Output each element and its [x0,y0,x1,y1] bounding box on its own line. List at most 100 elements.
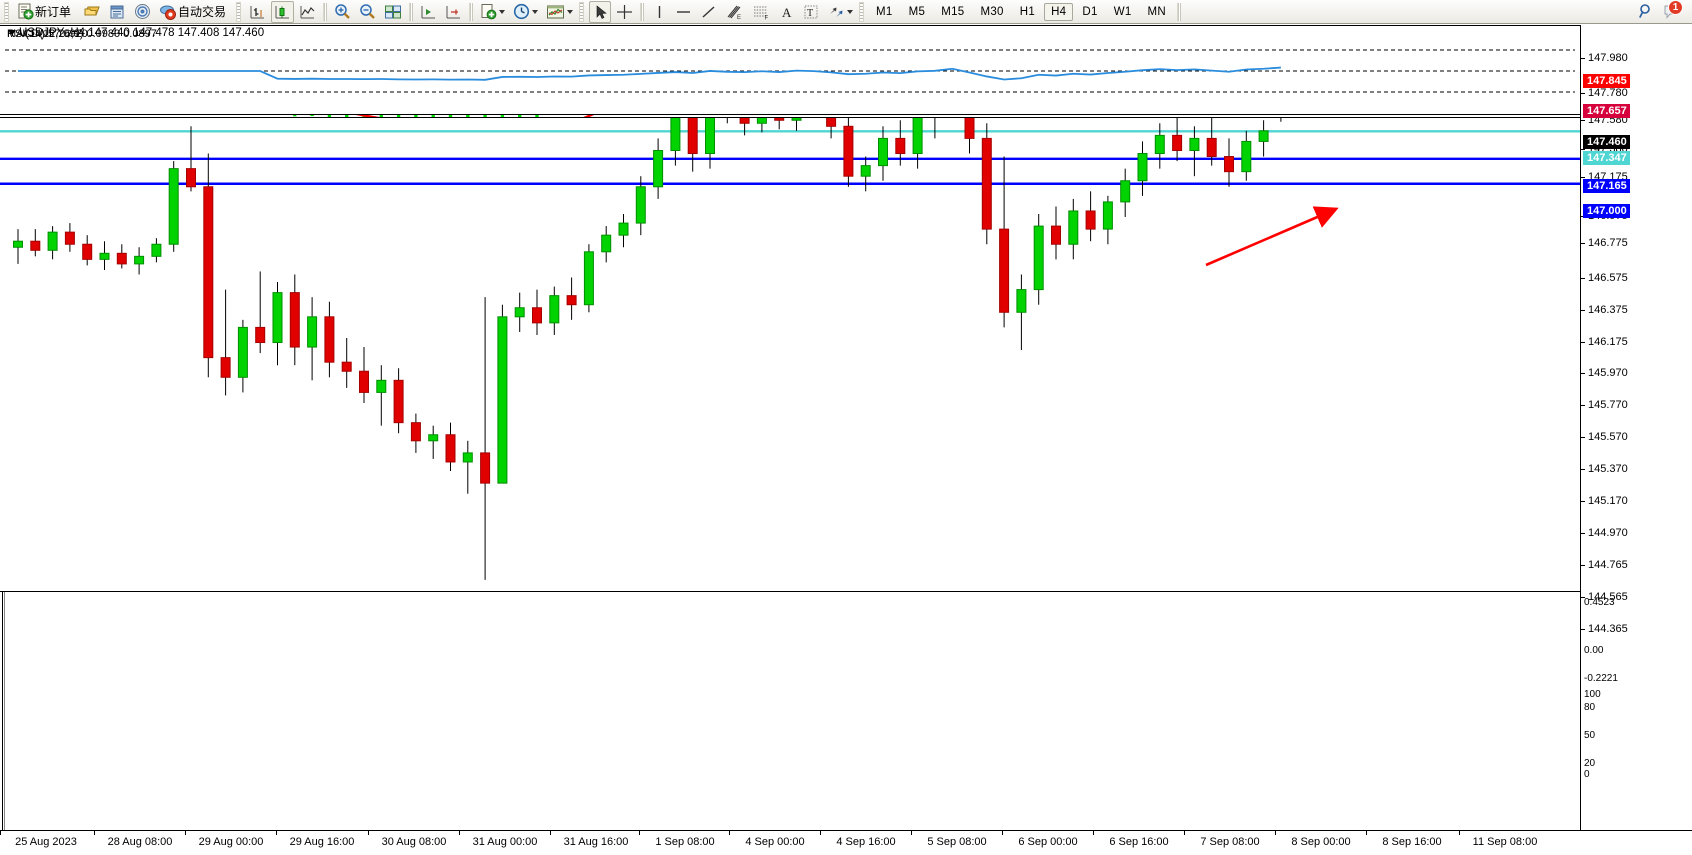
price-tag[interactable]: 147.460 [1583,135,1630,149]
arrows-button[interactable] [824,1,856,23]
trendline-button[interactable] [697,1,720,23]
candle-body[interactable] [1224,156,1234,173]
price-axis[interactable]: 147.980147.780147.580147.380147.175146.9… [1581,25,1692,830]
price-panel[interactable]: USDJPY-,H4 147.440 147.478 147.408 147.4… [0,25,1580,592]
candle-body[interactable] [1085,210,1096,230]
search-button[interactable] [1635,1,1658,23]
price-tag[interactable]: 147.845 [1583,74,1630,88]
auto-trading-button[interactable]: 自动交易 [156,1,233,23]
line-chart-button[interactable] [296,1,319,23]
candle-body[interactable] [410,422,421,442]
price-tag[interactable]: 147.000 [1583,204,1630,218]
candle-body[interactable] [82,243,93,260]
navigator-button[interactable] [131,1,154,23]
candle-body[interactable] [635,186,646,224]
zoom-in-button[interactable] [331,1,354,23]
new-chart-button[interactable] [477,1,508,23]
toolbar-gripper-3[interactable] [579,1,585,22]
timeframe-m1[interactable]: M1 [876,5,893,18]
new-order-button[interactable]: 新订单 [14,1,78,23]
text-label-button[interactable]: T [800,1,822,23]
candle-body[interactable] [445,434,456,463]
symbol-dropdown-caret[interactable] [8,30,16,36]
candle-body[interactable] [497,316,508,484]
candle-body[interactable] [393,379,404,424]
auto-scroll-button[interactable] [442,1,465,23]
price-tag[interactable]: 147.347 [1583,151,1630,165]
timeframe-mn[interactable]: MN [1147,5,1167,18]
candle-body[interactable] [1241,140,1252,173]
candle-body[interactable] [1051,225,1061,245]
candle-body[interactable] [1016,289,1027,313]
candle-body[interactable] [255,326,266,344]
candle-body[interactable] [549,295,560,324]
horizontal-line-button[interactable] [672,1,695,23]
toolbar-gripper-1[interactable] [4,1,9,22]
candle-body[interactable] [151,243,162,257]
candle-body[interactable] [999,228,1010,313]
candle-body[interactable] [272,292,283,344]
arrows-dropdown-caret[interactable] [847,9,854,14]
candle-body[interactable] [307,316,318,348]
timeframe-h4[interactable]: H4 [1044,2,1074,21]
candle-body[interactable] [1154,134,1165,155]
chart-root[interactable]: USDJPY-,H4 147.440 147.478 147.408 147.4… [0,25,1692,855]
candle-body[interactable] [376,379,387,393]
new-chart-dropdown-caret[interactable] [499,9,506,14]
candle-body[interactable] [878,137,888,167]
notifications-button[interactable]: 1 [1660,0,1684,23]
timeframe-m15[interactable]: M15 [941,5,965,18]
zoom-out-button[interactable] [356,1,379,23]
candle-body[interactable] [480,452,491,484]
price-tag[interactable]: 147.657 [1583,104,1630,118]
tile-windows-button[interactable] [381,1,405,23]
candlestick-chart-button[interactable] [271,0,295,23]
vertical-line-button[interactable] [648,1,670,23]
candle-body[interactable] [532,307,542,324]
candle-body[interactable] [359,370,369,393]
candle-body[interactable] [168,168,179,245]
candle-body[interactable] [1189,137,1200,151]
candle-body[interactable] [428,434,439,442]
candle-body[interactable] [618,222,629,236]
candle-body[interactable] [653,149,664,188]
trend-arrow-annotation[interactable] [0,25,1580,592]
candle-body[interactable] [583,251,594,306]
candle-body[interactable] [1137,153,1148,182]
candle-body[interactable] [895,137,906,155]
cursor-button[interactable] [589,0,612,23]
candle-body[interactable] [237,326,248,378]
candle-body[interactable] [514,307,525,318]
candle-body[interactable] [1206,137,1217,158]
candle-body[interactable] [566,295,577,306]
periodicity-button[interactable] [510,1,541,23]
candle-body[interactable] [843,125,854,177]
data-window-button[interactable] [106,1,129,23]
timeframe-h1[interactable]: H1 [1019,5,1036,18]
candle-body[interactable] [462,452,473,463]
candle-body[interactable] [1033,225,1044,291]
candle-body[interactable] [1120,180,1131,203]
toolbar-gripper-2[interactable] [236,1,242,22]
candle-body[interactable] [1258,130,1269,142]
bar-chart-button[interactable] [246,1,269,23]
candle-body[interactable] [324,316,335,363]
shift-end-button[interactable] [417,1,440,23]
time-axis[interactable]: 25 Aug 2023 28 Aug 08:00 29 Aug 00:00 29 Au… [0,830,1692,855]
text-button[interactable]: A [776,1,798,23]
candle-body[interactable] [220,357,231,378]
fibonacci-button[interactable]: F [749,1,774,23]
candle-body[interactable] [341,361,352,372]
candle-body[interactable] [1172,134,1183,151]
candle-body[interactable] [203,186,214,359]
toolbar-gripper-4[interactable] [859,1,865,22]
candle-body[interactable] [99,252,110,260]
candle-body[interactable] [186,168,196,188]
rsi-panel[interactable]: RSI(14) 57.0920 [0,25,1580,115]
candle-body[interactable] [134,255,145,265]
candle-body[interactable] [860,165,871,177]
candle-body[interactable] [64,231,75,245]
templates-dropdown-caret[interactable] [567,9,574,14]
candle-body[interactable] [981,137,992,230]
candle-body[interactable] [47,231,58,251]
